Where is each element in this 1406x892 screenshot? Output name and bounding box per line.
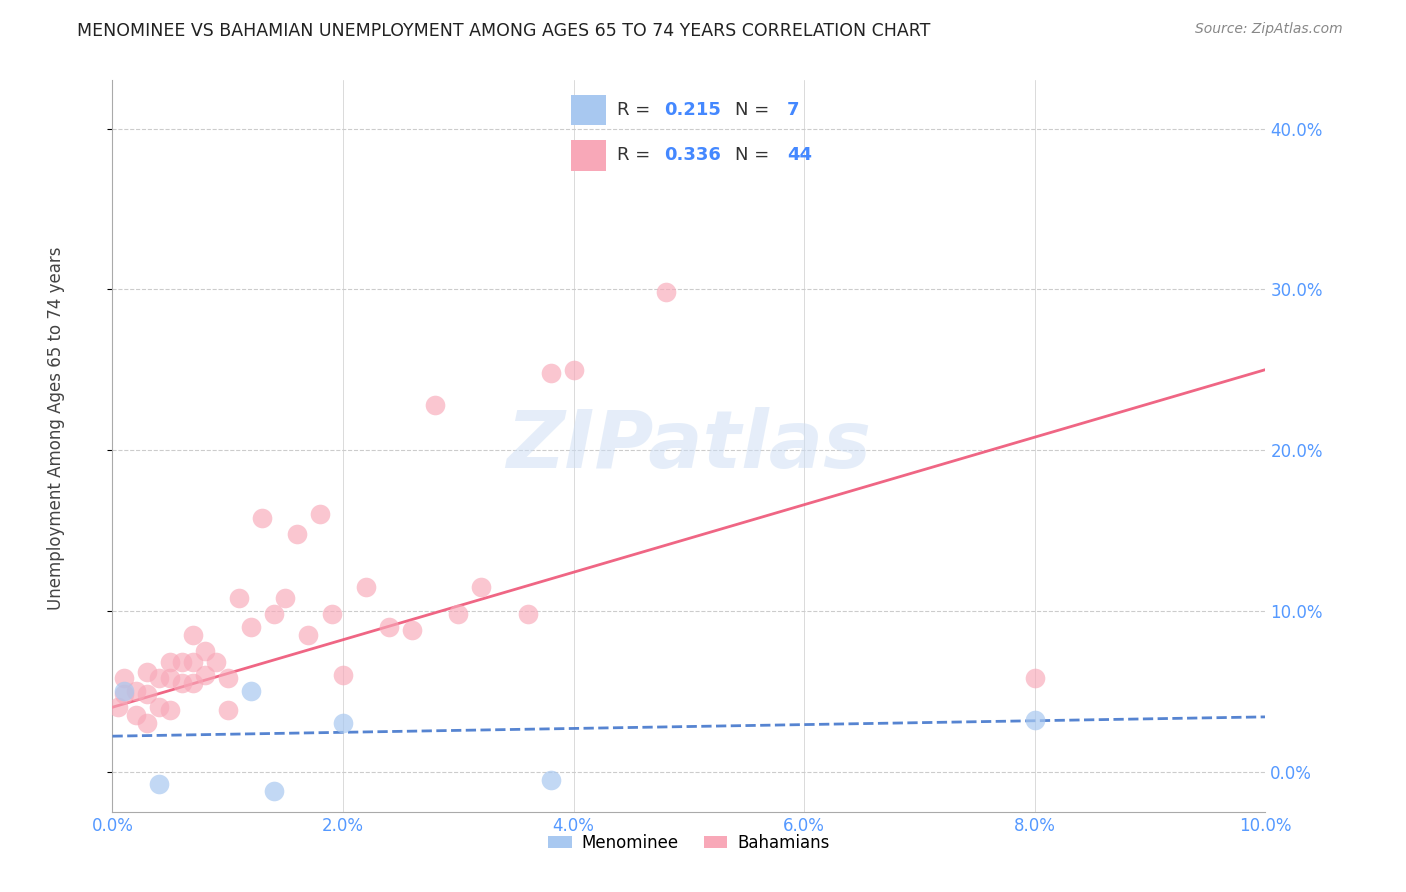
Point [239,620,262,634]
Point [1024,671,1046,685]
Point [297,628,319,642]
Point [540,366,562,380]
Text: R =: R = [617,101,657,119]
Point [321,607,343,621]
FancyBboxPatch shape [571,140,606,170]
Point [112,684,135,698]
Text: N =: N = [735,145,769,163]
Point [332,716,354,731]
Point [159,655,181,669]
Point [332,668,354,682]
Point [159,703,181,717]
Point [217,703,239,717]
Text: 7: 7 [787,101,800,119]
Point [170,655,193,669]
Point [148,777,170,791]
Text: N =: N = [735,101,769,119]
Point [124,708,146,723]
Text: 0.215: 0.215 [664,101,721,119]
Point [136,716,159,731]
Point [309,508,332,522]
Point [540,772,562,787]
Point [194,644,217,658]
Text: Source: ZipAtlas.com: Source: ZipAtlas.com [1195,22,1343,37]
Point [112,671,135,685]
Point [1024,713,1046,727]
Point [112,687,135,701]
Point [194,668,217,682]
Point [401,623,423,637]
Point [516,607,538,621]
Point [148,671,170,685]
Text: Unemployment Among Ages 65 to 74 years: Unemployment Among Ages 65 to 74 years [48,246,65,610]
Text: ZIPatlas: ZIPatlas [506,407,872,485]
Point [148,700,170,714]
Point [181,676,204,690]
Point [285,526,308,541]
Point [263,784,285,798]
Point [217,671,239,685]
Point [447,607,470,621]
Point [170,676,193,690]
Text: 44: 44 [787,145,813,163]
Point [562,362,585,376]
Text: R =: R = [617,145,657,163]
Point [354,580,377,594]
Legend: Menominee, Bahamians: Menominee, Bahamians [541,827,837,858]
Point [159,671,181,685]
Point [274,591,297,605]
Point [425,398,447,412]
Point [124,684,146,698]
Text: 0.336: 0.336 [664,145,721,163]
Point [263,607,285,621]
Point [655,285,678,300]
Point [107,700,129,714]
Point [136,665,159,679]
Point [378,620,401,634]
Point [252,510,274,524]
Point [181,655,204,669]
Point [181,628,204,642]
Point [239,684,262,698]
Point [228,591,250,605]
Text: MENOMINEE VS BAHAMIAN UNEMPLOYMENT AMONG AGES 65 TO 74 YEARS CORRELATION CHART: MENOMINEE VS BAHAMIAN UNEMPLOYMENT AMONG… [77,22,931,40]
Point [470,580,492,594]
Point [205,655,228,669]
FancyBboxPatch shape [571,95,606,126]
Point [136,687,159,701]
